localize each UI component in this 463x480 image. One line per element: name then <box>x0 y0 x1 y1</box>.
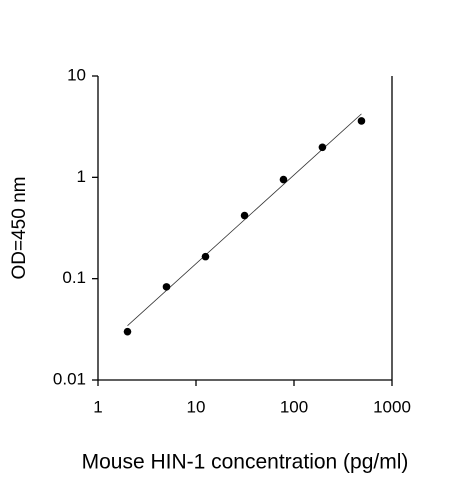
y-tick-label: 1 <box>77 167 86 186</box>
x-tick-label: 1000 <box>373 397 411 416</box>
x-tick-label: 100 <box>280 397 308 416</box>
trendline <box>127 113 362 326</box>
data-point <box>318 143 327 152</box>
x-tick-label: 1 <box>93 397 102 416</box>
y-tick-label: 0.01 <box>53 369 86 388</box>
data-point <box>201 252 210 261</box>
x-tick-label: 10 <box>187 397 206 416</box>
data-point <box>162 283 171 291</box>
data-point <box>240 211 249 220</box>
data-point <box>357 117 366 125</box>
data-point <box>123 327 132 336</box>
data-point <box>279 175 288 184</box>
y-tick-label: 0.1 <box>62 268 86 287</box>
y-axis-label: OD=450 nm <box>9 177 30 280</box>
y-tick-label: 10 <box>67 65 86 84</box>
x-axis-label: Mouse HIN-1 concentration (pg/ml) <box>82 451 409 474</box>
